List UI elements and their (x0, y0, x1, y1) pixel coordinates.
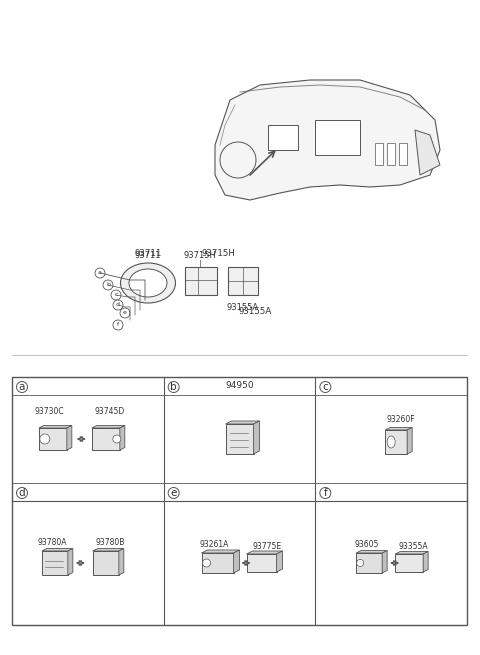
Text: a: a (19, 382, 25, 392)
FancyBboxPatch shape (315, 120, 360, 155)
Circle shape (113, 300, 123, 310)
Text: 93155A: 93155A (239, 307, 272, 316)
FancyBboxPatch shape (375, 143, 383, 165)
Text: 93711: 93711 (134, 249, 162, 258)
FancyBboxPatch shape (247, 554, 276, 572)
Text: 93775E: 93775E (253, 542, 282, 551)
Text: 93715H: 93715H (183, 251, 216, 260)
Circle shape (111, 290, 121, 300)
Circle shape (168, 487, 179, 498)
Polygon shape (226, 421, 260, 424)
FancyBboxPatch shape (399, 143, 407, 165)
FancyBboxPatch shape (268, 125, 298, 150)
PathPatch shape (415, 130, 440, 175)
Text: c: c (114, 293, 118, 297)
Text: 93261A: 93261A (200, 540, 229, 549)
Polygon shape (92, 426, 125, 428)
FancyBboxPatch shape (12, 377, 467, 625)
Circle shape (203, 559, 211, 567)
Polygon shape (42, 548, 73, 551)
Polygon shape (407, 428, 412, 454)
Text: 93155A: 93155A (227, 303, 259, 312)
FancyBboxPatch shape (42, 551, 68, 575)
Text: 93260F: 93260F (387, 415, 416, 424)
Text: 93715H: 93715H (201, 249, 235, 258)
FancyBboxPatch shape (228, 267, 258, 295)
Text: 94950: 94950 (225, 381, 254, 390)
Text: c: c (323, 382, 328, 392)
Polygon shape (233, 550, 240, 573)
Polygon shape (382, 550, 387, 573)
Polygon shape (67, 426, 72, 450)
Polygon shape (423, 552, 428, 572)
Circle shape (320, 487, 331, 498)
Circle shape (113, 320, 123, 330)
FancyBboxPatch shape (39, 428, 67, 450)
Polygon shape (202, 550, 240, 553)
Text: e: e (170, 488, 177, 498)
FancyBboxPatch shape (226, 424, 253, 454)
Text: 93711: 93711 (135, 251, 161, 260)
FancyBboxPatch shape (387, 143, 395, 165)
Circle shape (357, 559, 364, 567)
Circle shape (16, 487, 27, 498)
FancyBboxPatch shape (385, 430, 407, 454)
Polygon shape (247, 551, 283, 554)
Polygon shape (93, 548, 124, 551)
Text: 93355A: 93355A (398, 542, 428, 551)
Ellipse shape (120, 263, 176, 303)
Text: e: e (123, 310, 127, 316)
Circle shape (120, 308, 130, 318)
Ellipse shape (129, 269, 167, 297)
Text: 93605: 93605 (355, 540, 379, 549)
Polygon shape (120, 426, 125, 450)
Polygon shape (68, 548, 73, 575)
Polygon shape (253, 421, 260, 454)
FancyBboxPatch shape (93, 551, 119, 575)
PathPatch shape (215, 80, 440, 200)
Circle shape (168, 381, 179, 392)
Text: 93780B: 93780B (95, 538, 124, 547)
FancyBboxPatch shape (395, 554, 423, 572)
Text: f: f (117, 322, 119, 328)
Text: b: b (106, 282, 110, 288)
Text: a: a (98, 271, 102, 276)
Circle shape (95, 268, 105, 278)
Ellipse shape (387, 436, 395, 448)
Circle shape (113, 435, 121, 443)
Circle shape (320, 381, 331, 392)
Text: d: d (116, 303, 120, 307)
Text: 93780A: 93780A (37, 538, 67, 547)
Text: b: b (170, 382, 177, 392)
Polygon shape (276, 551, 283, 572)
FancyBboxPatch shape (92, 428, 120, 450)
Circle shape (40, 434, 50, 444)
Text: 93745D: 93745D (95, 407, 125, 416)
Polygon shape (385, 428, 412, 430)
FancyBboxPatch shape (185, 267, 217, 295)
Text: d: d (19, 488, 25, 498)
Polygon shape (119, 548, 124, 575)
Polygon shape (395, 552, 428, 554)
Circle shape (16, 381, 27, 392)
Text: 93730C: 93730C (34, 407, 64, 416)
Circle shape (103, 280, 113, 290)
FancyBboxPatch shape (356, 553, 382, 573)
Polygon shape (356, 550, 387, 553)
Text: f: f (324, 488, 327, 498)
FancyBboxPatch shape (202, 553, 233, 573)
Polygon shape (39, 426, 72, 428)
